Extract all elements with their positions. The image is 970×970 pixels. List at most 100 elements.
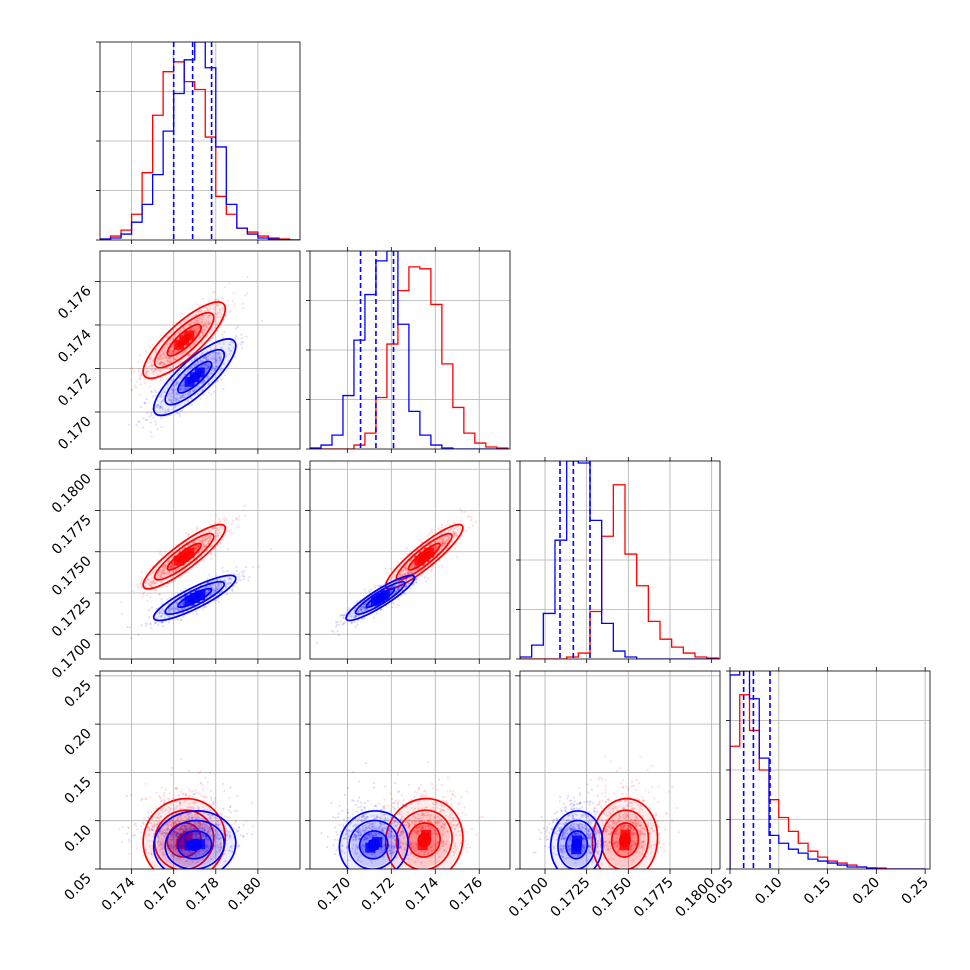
scatter-point	[157, 559, 160, 562]
scatter-point	[228, 282, 231, 285]
scatter-point	[446, 535, 449, 538]
scatter-point	[186, 817, 189, 821]
scatter-point	[219, 848, 222, 851]
scatter-point	[167, 361, 170, 364]
scatter-point	[195, 610, 198, 613]
scatter-point	[215, 586, 218, 589]
scatter-point	[330, 629, 333, 632]
scatter-point	[230, 578, 233, 581]
scatter-point	[219, 836, 222, 840]
scatter-point	[160, 349, 163, 352]
scatter-point	[172, 797, 176, 800]
scatter-point	[391, 606, 394, 609]
scatter-point	[440, 564, 443, 568]
scatter-point	[152, 580, 156, 583]
scatter-point	[176, 607, 179, 610]
scatter-point	[194, 548, 197, 551]
scatter-point	[215, 834, 219, 837]
scatter-point	[364, 609, 367, 612]
scatter-point	[215, 365, 218, 368]
scatter-point	[215, 356, 218, 359]
scatter-point	[214, 358, 217, 361]
scatter-point	[148, 829, 151, 832]
scatter-point	[205, 549, 208, 552]
scatter-point	[411, 571, 414, 574]
scatter-point	[207, 539, 210, 543]
scatter-point	[218, 357, 221, 360]
scatter-point	[140, 799, 143, 802]
scatter-point	[162, 624, 165, 628]
scatter-point	[146, 579, 150, 582]
scatter-point	[164, 788, 168, 791]
scatter-point	[152, 582, 155, 585]
scatter-point	[411, 571, 414, 574]
scatter-point	[150, 853, 153, 856]
scatter-point	[404, 573, 407, 576]
scatter-point	[363, 606, 366, 610]
scatter-point	[176, 601, 179, 604]
scatter-point	[415, 578, 418, 581]
scatter-point	[200, 388, 203, 391]
scatter-point	[171, 401, 174, 404]
scatter-point	[190, 403, 193, 406]
scatter-point	[224, 585, 227, 588]
scatter-point	[438, 540, 441, 544]
scatter-point	[205, 306, 208, 309]
scatter-point	[145, 797, 148, 800]
histogram-red	[310, 266, 509, 449]
scatter-point	[203, 324, 206, 327]
scatter-point	[148, 581, 151, 584]
scatter-body	[100, 275, 264, 438]
scatter-point	[191, 328, 194, 331]
scatter-point	[169, 357, 172, 360]
scatter-point	[172, 579, 175, 582]
scatter-point	[407, 571, 410, 574]
scatter-point	[241, 302, 244, 305]
scatter-point	[222, 363, 226, 366]
scatter-point	[120, 601, 123, 604]
scatter-point	[199, 310, 202, 313]
scatter-point	[169, 401, 172, 404]
scatter-point	[166, 614, 169, 617]
scatter-point	[404, 566, 407, 569]
scatter-point	[182, 547, 185, 550]
scatter-point	[175, 391, 178, 394]
scatter-point	[168, 567, 171, 570]
scatter-point	[158, 355, 161, 358]
scatter-point	[150, 824, 154, 827]
scatter-point	[207, 383, 210, 386]
scatter-point	[170, 401, 173, 404]
scatter-point	[222, 387, 225, 391]
scatter-point	[218, 352, 221, 355]
scatter-point	[121, 825, 124, 829]
scatter-point	[217, 299, 220, 302]
scatter-point	[425, 580, 428, 583]
scatter-point	[407, 582, 410, 585]
scatter-point	[234, 337, 237, 340]
scatter-point	[170, 565, 173, 568]
scatter-point	[182, 602, 185, 605]
scatter-point	[175, 411, 178, 415]
scatter-point	[178, 388, 181, 391]
density-peak	[189, 372, 200, 383]
scatter-point	[179, 394, 182, 397]
scatter-point	[210, 348, 213, 351]
scatter-point	[348, 613, 351, 616]
scatter-point	[354, 614, 357, 618]
scatter-point	[241, 572, 244, 575]
scatter-point	[193, 357, 197, 361]
scatter-point	[220, 525, 223, 529]
scatter-point	[149, 845, 152, 848]
scatter-point	[364, 590, 367, 593]
scatter-point	[195, 824, 198, 827]
scatter-point	[190, 825, 193, 828]
scatter-point	[182, 603, 185, 606]
scatter-point	[211, 328, 214, 332]
scatter-point	[243, 514, 246, 517]
scatter-point	[404, 586, 407, 589]
scatter-point	[215, 532, 219, 536]
scatter-point	[160, 393, 163, 396]
scatter-point	[144, 581, 147, 584]
scatter-point	[200, 322, 203, 325]
scatter-point	[227, 343, 231, 346]
